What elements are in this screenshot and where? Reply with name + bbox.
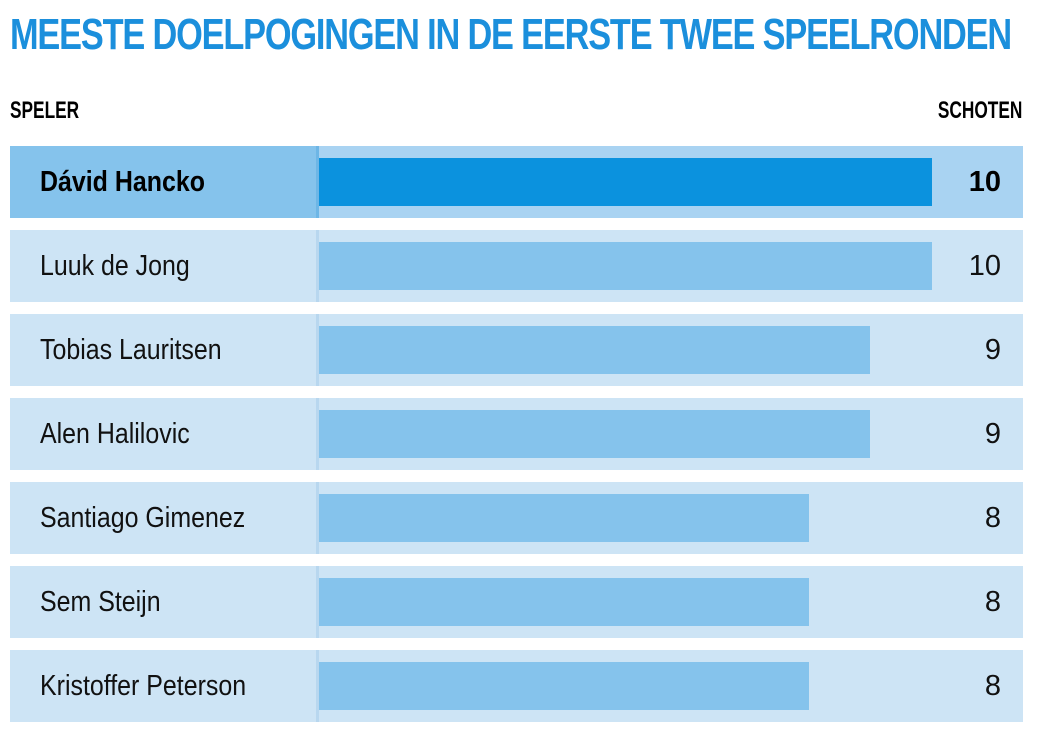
player-name: Kristoffer Peterson [40, 670, 247, 702]
table-row: Luuk de Jong 10 [10, 230, 1023, 302]
player-cell: Luuk de Jong [10, 230, 316, 302]
row-divider [316, 482, 319, 554]
player-name: Tobias Lauritsen [40, 334, 222, 366]
shots-value: 9 [984, 334, 1001, 366]
bar [316, 410, 870, 458]
player-cell: Santiago Gimenez [10, 482, 316, 554]
bar [316, 158, 932, 206]
row-divider [316, 398, 319, 470]
row-divider [316, 650, 319, 722]
player-cell: Dávid Hancko [10, 146, 316, 218]
bar [316, 326, 870, 374]
row-divider [316, 566, 319, 638]
table-row: Sem Steijn 8 [10, 566, 1023, 638]
column-header-shots: SCHOTEN [937, 97, 1022, 124]
player-cell: Alen Halilovic [10, 398, 316, 470]
player-name: Luuk de Jong [40, 250, 190, 282]
chart-title: MEESTE DOELPOGINGEN IN DE EERSTE TWEE SP… [10, 10, 1012, 59]
shots-value: 9 [984, 418, 1001, 450]
shots-value: 8 [984, 670, 1001, 702]
player-name: Sem Steijn [40, 586, 161, 618]
shots-value: 10 [968, 166, 1001, 198]
shots-value: 8 [984, 586, 1001, 618]
player-name: Alen Halilovic [40, 418, 190, 450]
player-cell: Sem Steijn [10, 566, 316, 638]
table-row: Tobias Lauritsen 9 [10, 314, 1023, 386]
player-name: Dávid Hancko [40, 166, 205, 198]
column-header-player: SPELER [10, 97, 80, 124]
row-divider [316, 314, 319, 386]
player-cell: Kristoffer Peterson [10, 650, 316, 722]
row-divider [316, 230, 319, 302]
table-row: Alen Halilovic 9 [10, 398, 1023, 470]
bar [316, 578, 809, 626]
table-row: Santiago Gimenez 8 [10, 482, 1023, 554]
shots-value: 10 [968, 250, 1001, 282]
player-name: Santiago Gimenez [40, 502, 246, 534]
bar [316, 242, 932, 290]
shots-value: 8 [984, 502, 1001, 534]
table-row: Kristoffer Peterson 8 [10, 650, 1023, 722]
row-divider [316, 146, 319, 218]
player-cell: Tobias Lauritsen [10, 314, 316, 386]
bar [316, 662, 809, 710]
table-row: Dávid Hancko 10 [10, 146, 1023, 218]
bar [316, 494, 809, 542]
